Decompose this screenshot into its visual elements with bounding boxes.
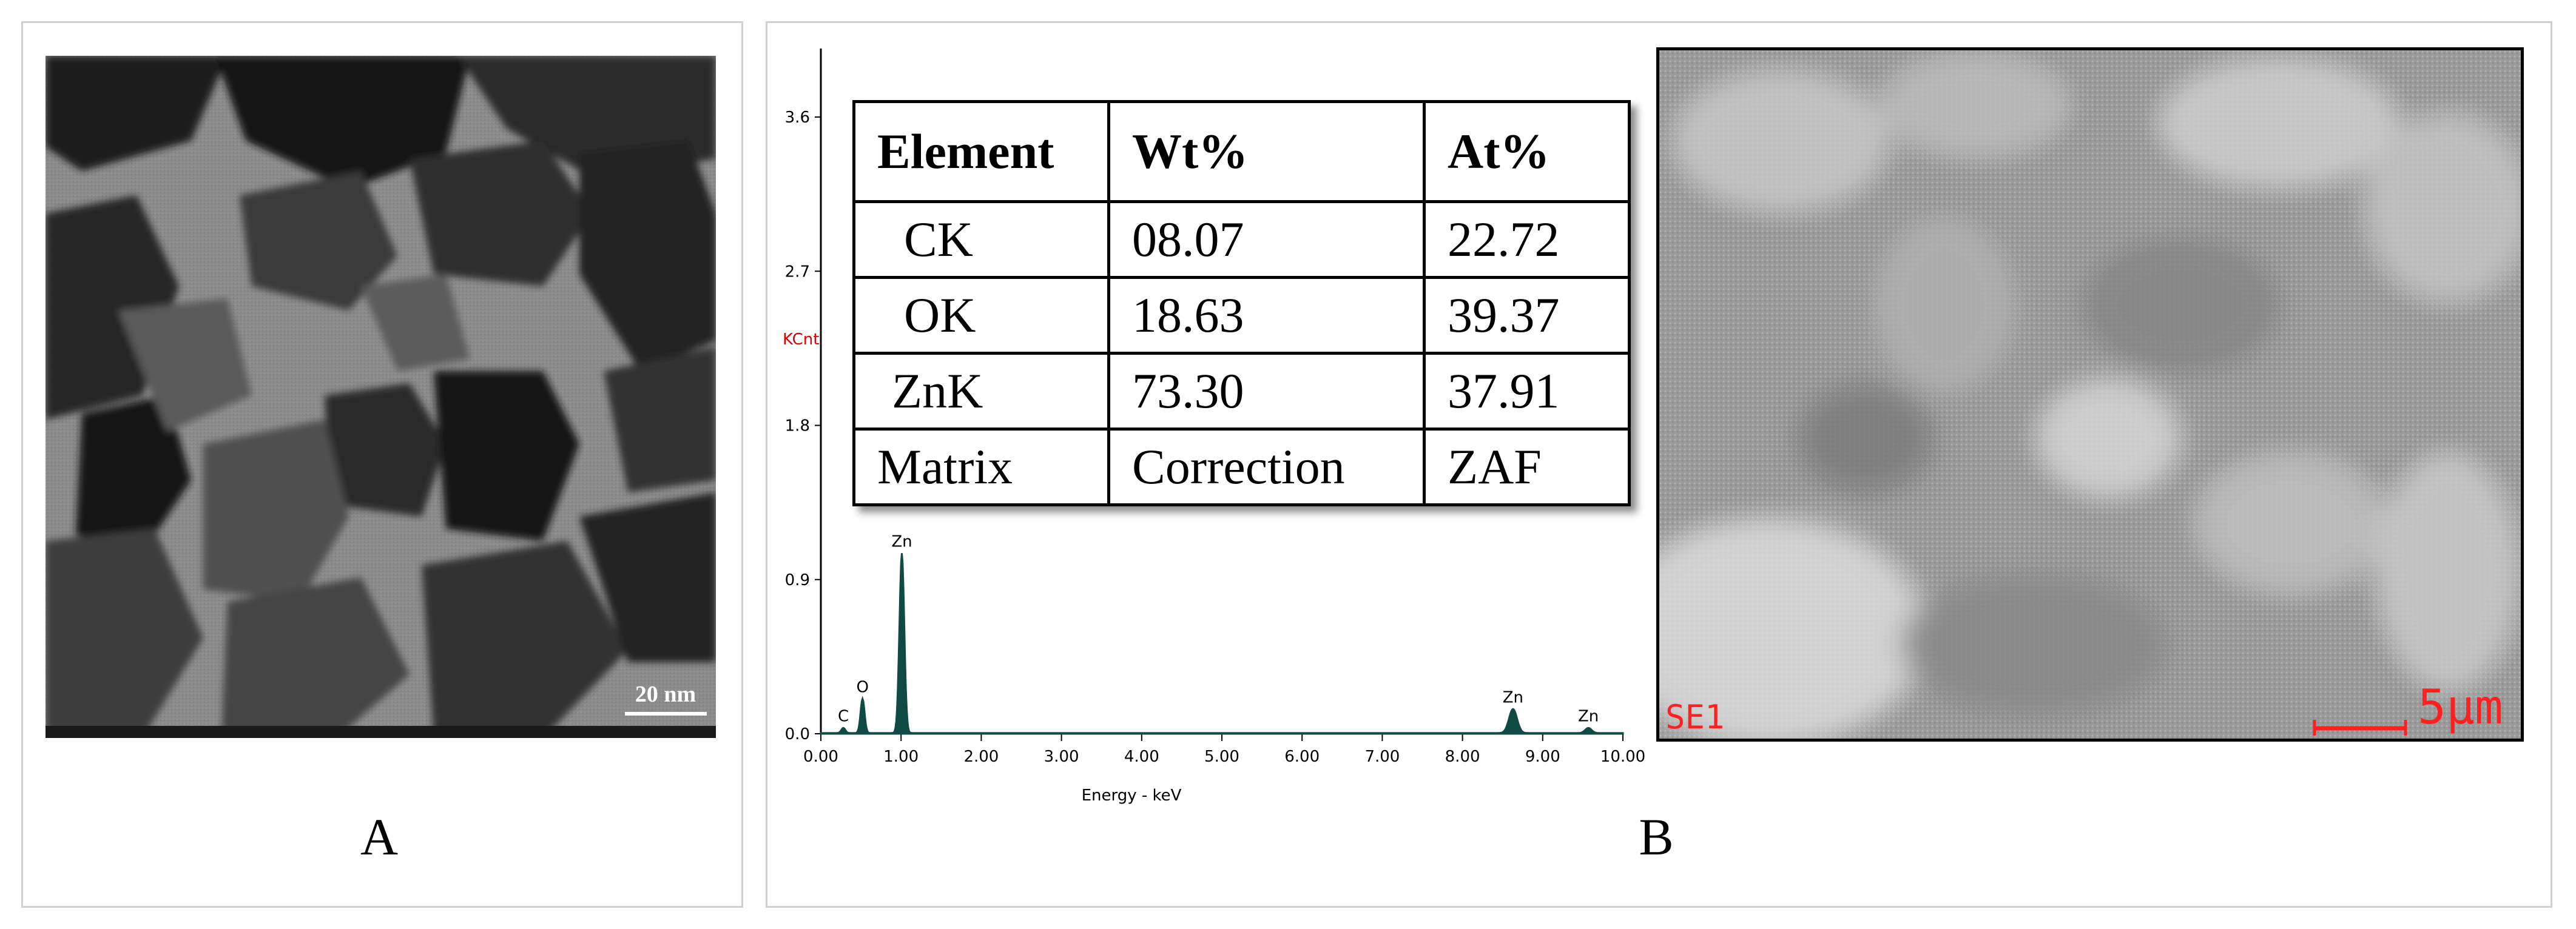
x-tick-label: 5.00 — [1204, 748, 1239, 766]
table-cell: Matrix — [852, 428, 1110, 506]
tem-scale-bar-label: 20 nm — [635, 682, 696, 707]
peak-label: Zn — [1578, 708, 1599, 726]
y-tick-label: 1.8 — [785, 417, 810, 435]
sem-scale-bar-label: 5µm — [2418, 680, 2503, 735]
table-cell: 39.37 — [1423, 276, 1631, 355]
table-row: CK 08.07 22.72 — [852, 200, 1631, 279]
table-cell: 08.07 — [1107, 200, 1426, 279]
peak-label: Zn — [891, 532, 912, 551]
peak-label: O — [857, 679, 869, 697]
sem-micrograph: SE1 5µm — [1656, 47, 2524, 742]
x-tick-label: 3.00 — [1044, 748, 1079, 766]
x-tick-label: 7.00 — [1364, 748, 1400, 766]
y-tick-label: 0.0 — [785, 725, 810, 743]
panel-b-label: B — [1639, 808, 1674, 866]
y-tick-label: 2.7 — [785, 263, 810, 281]
x-tick-label: 6.00 — [1284, 748, 1320, 766]
composition-table: Element Wt% At% CK 08.07 22.72 OK 18.63 … — [852, 100, 1631, 506]
table-cell: 73.30 — [1107, 352, 1426, 431]
x-tick-label: 1.00 — [883, 748, 919, 766]
table-cell: 37.91 — [1423, 352, 1631, 431]
peak-label: Zn — [1503, 688, 1523, 706]
table-cell: ZnK — [852, 352, 1110, 431]
table-cell: 22.72 — [1423, 200, 1631, 279]
x-tick-label: 8.00 — [1445, 748, 1480, 766]
x-axis-label: Energy - keV — [1082, 786, 1182, 805]
x-tick-label: 9.00 — [1525, 748, 1560, 766]
spectrum-line — [820, 553, 1624, 735]
panel-a-label: A — [360, 808, 399, 866]
table-row: Matrix Correction ZAF — [852, 428, 1631, 506]
y-tick-label: 0.9 — [785, 571, 810, 589]
y-tick-label: 3.6 — [785, 109, 810, 127]
x-tick-label: 2.00 — [963, 748, 999, 766]
y-axis-label: KCnt — [783, 330, 819, 349]
peak-labels: CO Zn Zn Zn — [838, 532, 1599, 725]
peak-label: C — [838, 708, 849, 726]
table-cell: OK — [852, 276, 1110, 355]
table-header-row: Element Wt% At% — [852, 100, 1631, 203]
x-tick-label: 0.00 — [803, 748, 838, 766]
tem-micrograph: 20 nm — [46, 56, 716, 738]
x-tick-label: 10.00 — [1600, 748, 1645, 766]
header-element: Element — [852, 100, 1110, 203]
header-at: At% — [1423, 100, 1631, 203]
sem-detector-label: SE1 — [1665, 698, 1725, 736]
eds-spectrum-chart: 0.0 0.9 1.8 2.7 3.6 0.00 1.00 2.00 3.00 4.00 5.00… — [783, 49, 1645, 805]
table-cell: Correction — [1107, 428, 1426, 506]
table-cell: CK — [852, 200, 1110, 279]
x-tick-label: 4.00 — [1124, 748, 1159, 766]
table-cell: ZAF — [1423, 428, 1631, 506]
table-cell: 18.63 — [1107, 276, 1426, 355]
y-tick-labels: 0.0 0.9 1.8 2.7 3.6 — [785, 109, 821, 743]
table-row: ZnK 73.30 37.91 — [852, 352, 1631, 431]
x-tick-labels: 0.00 1.00 2.00 3.00 4.00 5.00 6.00 7.00 8.00 9.00… — [803, 734, 1645, 766]
table-row: OK 18.63 39.37 — [852, 276, 1631, 355]
header-wt: Wt% — [1107, 100, 1426, 203]
